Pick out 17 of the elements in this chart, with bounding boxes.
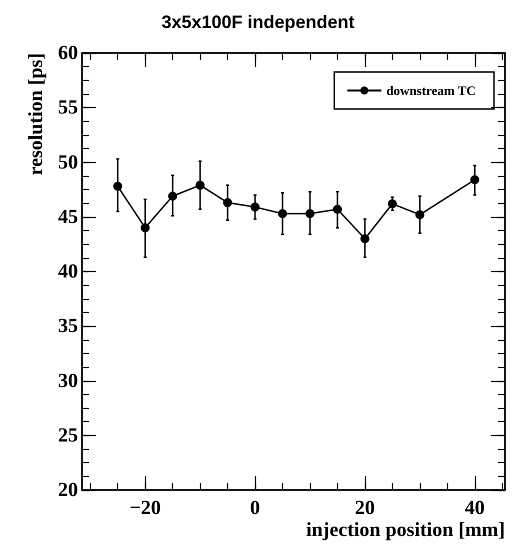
x-axis-title: injection position [mm] [306,519,505,541]
y-tick-label: 50 [58,151,78,174]
y-tick-label: 35 [58,315,78,338]
chart-title: 3x5x100F independent [161,12,355,32]
legend-label: downstream TC [386,83,476,98]
x-tick-label: 20 [354,497,375,519]
y-tick-label: 30 [58,370,78,392]
x-tick-label: 0 [250,497,260,519]
y-tick-label: 25 [58,424,78,446]
x-tick-label: 40 [464,497,485,519]
y-tick-label: 55 [58,96,78,119]
y-tick-label: 45 [58,206,78,228]
y-tick-label: 20 [58,479,78,501]
y-axis-title: resolution [ps] [25,53,47,176]
y-tick-label: 40 [58,260,78,282]
x-tick-label: −20 [129,497,161,519]
y-tick-label: 60 [58,42,78,64]
